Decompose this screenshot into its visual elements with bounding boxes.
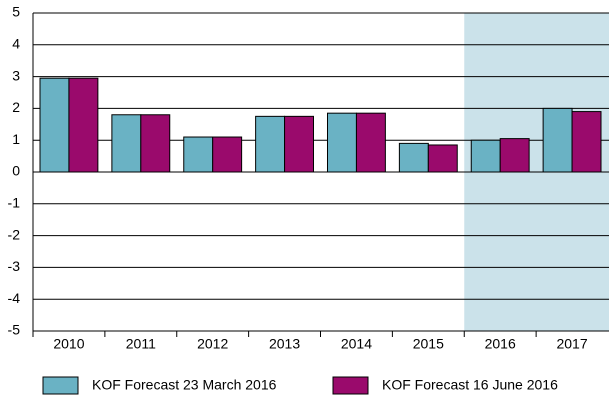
legend-label: KOF Forecast 16 June 2016 xyxy=(382,377,558,393)
y-tick-label: -1 xyxy=(8,195,21,211)
bar xyxy=(68,77,99,173)
y-tick-label: 5 xyxy=(12,4,20,20)
x-tick-label: 2015 xyxy=(413,336,444,352)
x-tick-label: 2016 xyxy=(485,336,516,352)
x-tick-label: 2011 xyxy=(126,336,156,352)
x-tick-label: 2012 xyxy=(197,336,228,352)
legend-label: KOF Forecast 23 March 2016 xyxy=(92,377,277,393)
legend-swatch xyxy=(332,376,369,395)
bar xyxy=(571,111,602,173)
y-tick-label: 4 xyxy=(12,36,20,52)
bar xyxy=(470,139,501,173)
bar xyxy=(499,138,530,173)
x-tick-label: 2014 xyxy=(341,336,372,352)
bar xyxy=(111,114,142,173)
x-tick-label: 2010 xyxy=(53,336,84,352)
bar xyxy=(284,115,314,173)
y-tick-label: 1 xyxy=(12,131,20,147)
bar xyxy=(327,112,357,173)
y-tick-label: -3 xyxy=(8,258,21,274)
x-tick-label: 2017 xyxy=(556,336,587,352)
y-tick-label: -2 xyxy=(8,226,21,242)
y-tick-label: 2 xyxy=(12,99,20,115)
bar xyxy=(427,144,458,173)
y-tick-label: 3 xyxy=(12,67,20,83)
y-tick-label: -5 xyxy=(8,322,21,338)
bar xyxy=(255,115,286,173)
bar xyxy=(398,142,429,173)
bar xyxy=(212,136,243,173)
x-tick-label: 2013 xyxy=(269,336,300,352)
legend-swatch xyxy=(42,376,79,395)
y-tick-label: -4 xyxy=(8,290,21,306)
y-tick-label: 0 xyxy=(12,163,20,179)
bar xyxy=(39,77,70,173)
bar xyxy=(542,107,573,173)
bar xyxy=(140,114,171,173)
bar xyxy=(355,112,386,173)
bar xyxy=(183,136,214,173)
